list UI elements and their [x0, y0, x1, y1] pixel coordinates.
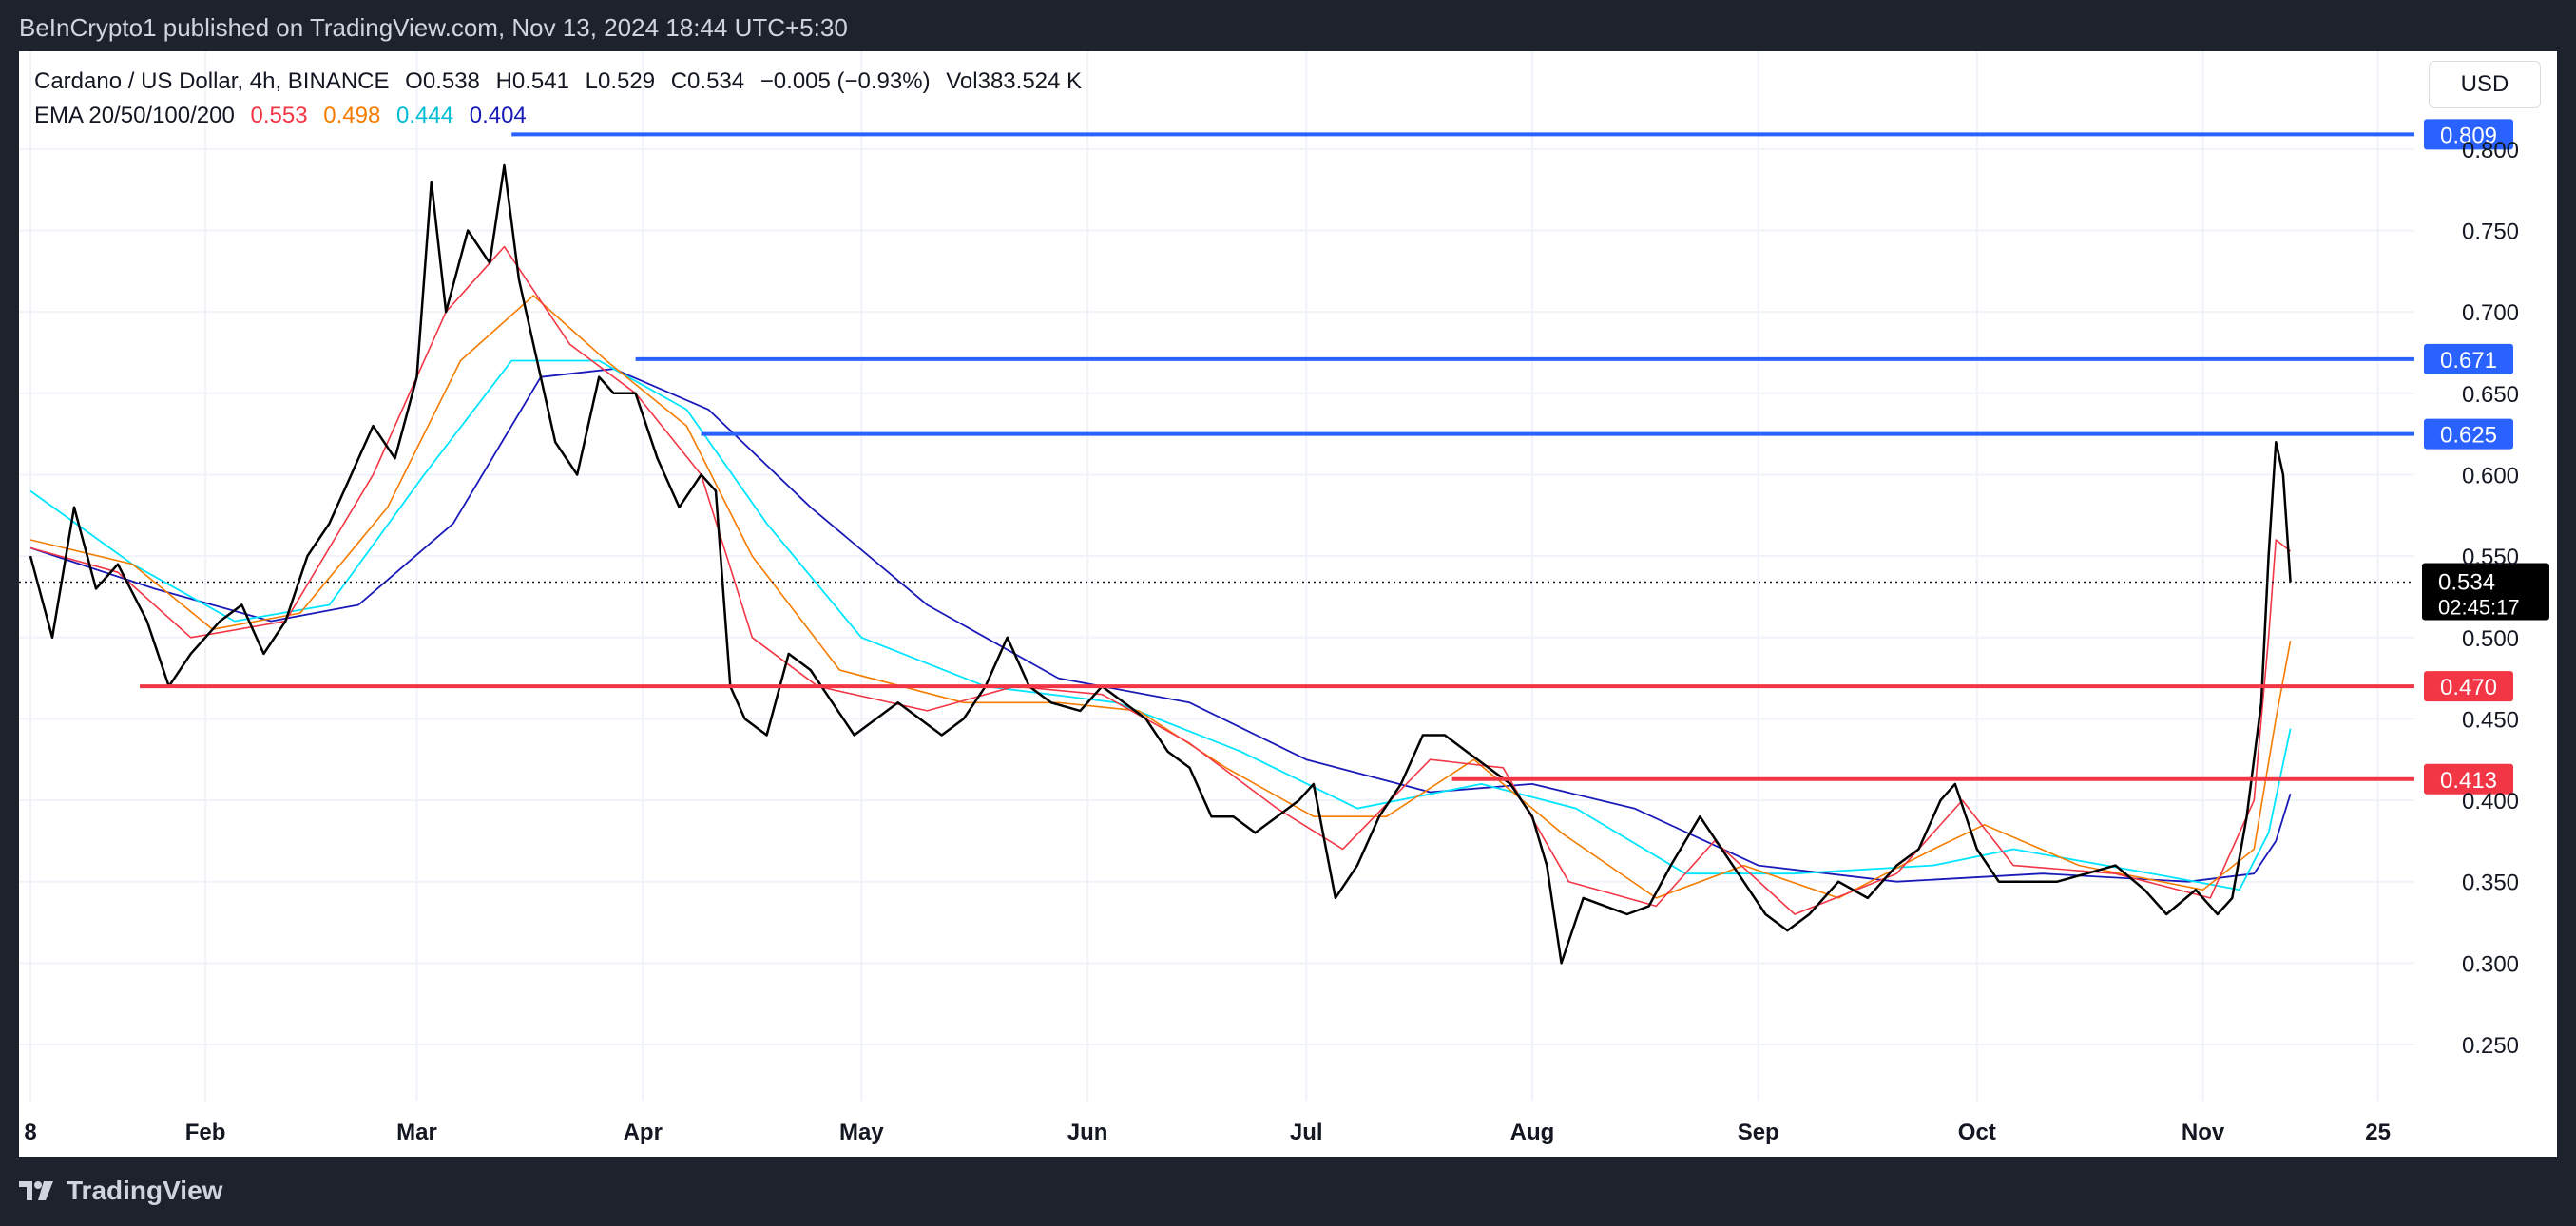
x-tick-label: Apr	[624, 1120, 663, 1145]
x-tick-label: May	[839, 1120, 884, 1145]
low-value: L0.529	[585, 68, 656, 94]
ema200-series-line	[29, 368, 2292, 883]
price-series-line	[29, 163, 2292, 965]
chart-series	[29, 163, 2292, 965]
change-value: −0.005 (−0.93%)	[759, 68, 931, 94]
ema100-value: 0.444	[395, 103, 454, 128]
support-level-tag	[2424, 671, 2513, 702]
publisher-text: BeInCrypto1 published on TradingView.com…	[19, 13, 848, 42]
bar-countdown-label: 02:45:17	[2438, 596, 2520, 620]
level-price-label: 0.671	[2440, 348, 2497, 374]
y-tick-label: 0.700	[2462, 300, 2519, 326]
support-level-tag	[2424, 763, 2513, 795]
chart-legend: Cardano / US Dollar, 4h, BINANCE O0.538 …	[34, 65, 1091, 133]
level-price-label: 0.809	[2440, 123, 2497, 148]
ema-row: EMA 20/50/100/200 0.553 0.498 0.444 0.40…	[34, 99, 1091, 133]
currency-button[interactable]: USD	[2429, 61, 2541, 108]
resistance-level-tag	[2424, 343, 2513, 374]
x-tick-label: 25	[2365, 1120, 2391, 1145]
x-tick-label: Nov	[2182, 1120, 2225, 1145]
open-value: O0.538	[405, 68, 480, 94]
volume-value: Vol383.524 K	[946, 68, 1083, 94]
current-price-label: 0.534	[2438, 570, 2495, 596]
y-tick-label: 0.250	[2462, 1033, 2519, 1059]
tradingview-logo[interactable]: TradingView	[19, 1176, 222, 1206]
tradingview-logo-icon	[19, 1181, 53, 1200]
y-tick-label: 0.400	[2462, 789, 2519, 814]
ema200-value: 0.404	[469, 103, 527, 128]
y-tick-label: 0.300	[2462, 951, 2519, 977]
chart-panel[interactable]: 0.809 0.671 0.625 0.470 0.413 0.534 02:45:17 0…	[19, 51, 2557, 1157]
current-price-tag	[2422, 563, 2549, 621]
y-tick-label: 0.800	[2462, 138, 2519, 163]
y-tick-label: 0.550	[2462, 545, 2519, 570]
ema20-series-line	[29, 245, 2292, 915]
y-tick-label: 0.500	[2462, 626, 2519, 652]
ema50-value: 0.498	[323, 103, 381, 128]
symbol-title[interactable]: Cardano / US Dollar, 4h, BINANCE	[34, 68, 390, 94]
axes: 0.250 0.300 0.350 0.400 0.450 0.500 0.550 0.600…	[24, 138, 2519, 1145]
y-tick-label: 0.600	[2462, 463, 2519, 488]
y-tick-label: 0.650	[2462, 382, 2519, 408]
x-tick-label: Mar	[396, 1120, 437, 1145]
footer-bar: TradingView	[0, 1157, 2576, 1226]
x-tick-label: Sep	[1738, 1120, 1779, 1145]
x-tick-label: Jun	[1067, 1120, 1108, 1145]
resistance-level-tag	[2424, 418, 2513, 450]
ohlc-row: Cardano / US Dollar, 4h, BINANCE O0.538 …	[34, 65, 1091, 99]
resistance-level-tag	[2424, 119, 2513, 150]
level-price-label: 0.413	[2440, 768, 2497, 794]
x-tick-label: Jul	[1290, 1120, 1323, 1145]
y-tick-label: 0.350	[2462, 871, 2519, 896]
ema100-series-line	[29, 359, 2292, 891]
y-tick-label: 0.750	[2462, 219, 2519, 244]
x-tick-label: Aug	[1510, 1120, 1555, 1145]
ema20-value: 0.553	[250, 103, 308, 128]
publisher-bar: BeInCrypto1 published on TradingView.com…	[0, 0, 2576, 51]
ema50-series-line	[29, 295, 2292, 899]
level-price-label: 0.625	[2440, 423, 2497, 449]
close-value: C0.534	[670, 68, 745, 94]
ema-label[interactable]: EMA 20/50/100/200	[34, 103, 235, 128]
grid-lines	[19, 51, 2414, 1101]
level-price-label: 0.470	[2440, 675, 2497, 700]
high-value: H0.541	[495, 68, 569, 94]
x-tick-label: Oct	[1958, 1120, 1996, 1145]
y-tick-label: 0.450	[2462, 707, 2519, 733]
tradingview-brand: TradingView	[67, 1176, 223, 1205]
x-tick-label: Feb	[185, 1120, 226, 1145]
x-tick-label: 8	[24, 1120, 36, 1145]
